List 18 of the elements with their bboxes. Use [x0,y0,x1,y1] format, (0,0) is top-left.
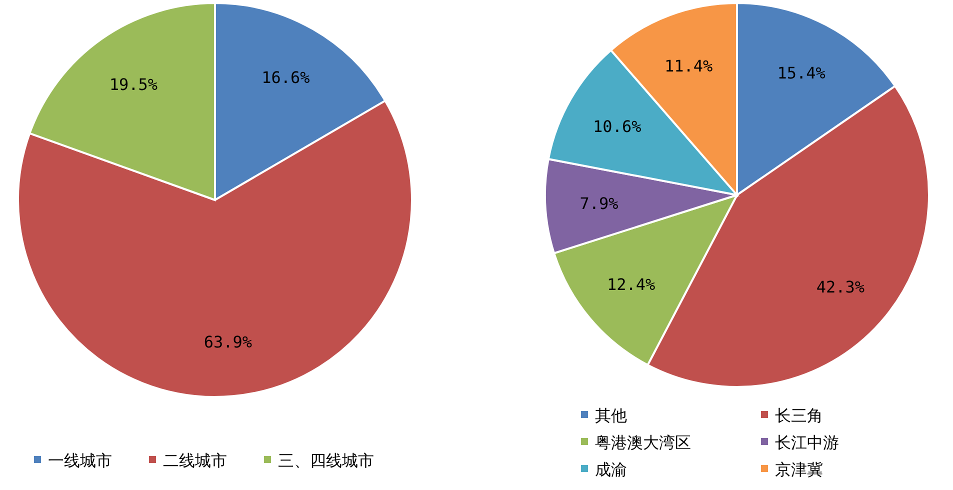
legend-label: 京津冀 [775,460,823,479]
legend-label: 长江中游 [775,433,839,452]
data-label: 16.6% [262,68,310,88]
data-label: 12.4% [606,274,656,294]
legend-label: 一线城市 [48,451,112,470]
legend-label: 其他 [595,406,627,425]
data-label: 7.9% [580,194,619,214]
data-label: 42.3% [816,278,865,297]
legend-label: 长三角 [775,406,823,425]
legend-label: 成渝 [595,460,627,479]
data-label: 63.9% [204,332,252,352]
data-label: 19.5% [109,74,158,94]
data-label: 10.6% [593,117,642,136]
legend-label: 三、四线城市 [278,451,374,470]
legend-label: 二线城市 [163,451,227,470]
data-label: 11.4% [664,56,713,76]
data-label: 15.4% [777,64,826,83]
legend-label: 粤港澳大湾区 [595,433,691,452]
